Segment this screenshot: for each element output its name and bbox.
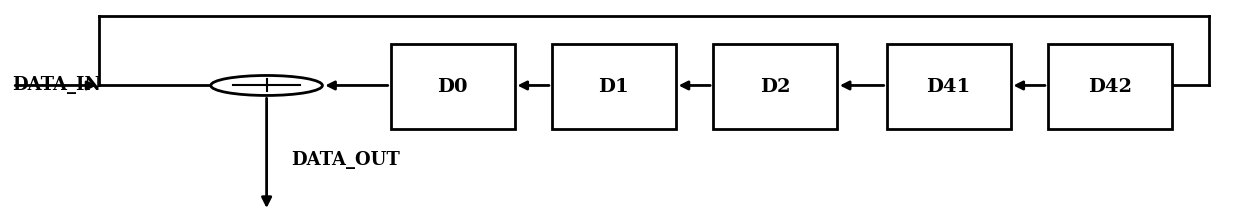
Text: D1: D1 [599, 77, 629, 96]
Text: DATA_OUT: DATA_OUT [291, 151, 401, 169]
FancyBboxPatch shape [713, 44, 837, 129]
Text: D0: D0 [438, 77, 467, 96]
Text: D42: D42 [1087, 77, 1132, 96]
Text: D2: D2 [760, 77, 790, 96]
Text: DATA_IN: DATA_IN [12, 76, 102, 95]
FancyBboxPatch shape [887, 44, 1011, 129]
Text: D41: D41 [926, 77, 971, 96]
FancyBboxPatch shape [1048, 44, 1172, 129]
Circle shape [211, 75, 322, 95]
FancyBboxPatch shape [552, 44, 676, 129]
FancyBboxPatch shape [391, 44, 515, 129]
